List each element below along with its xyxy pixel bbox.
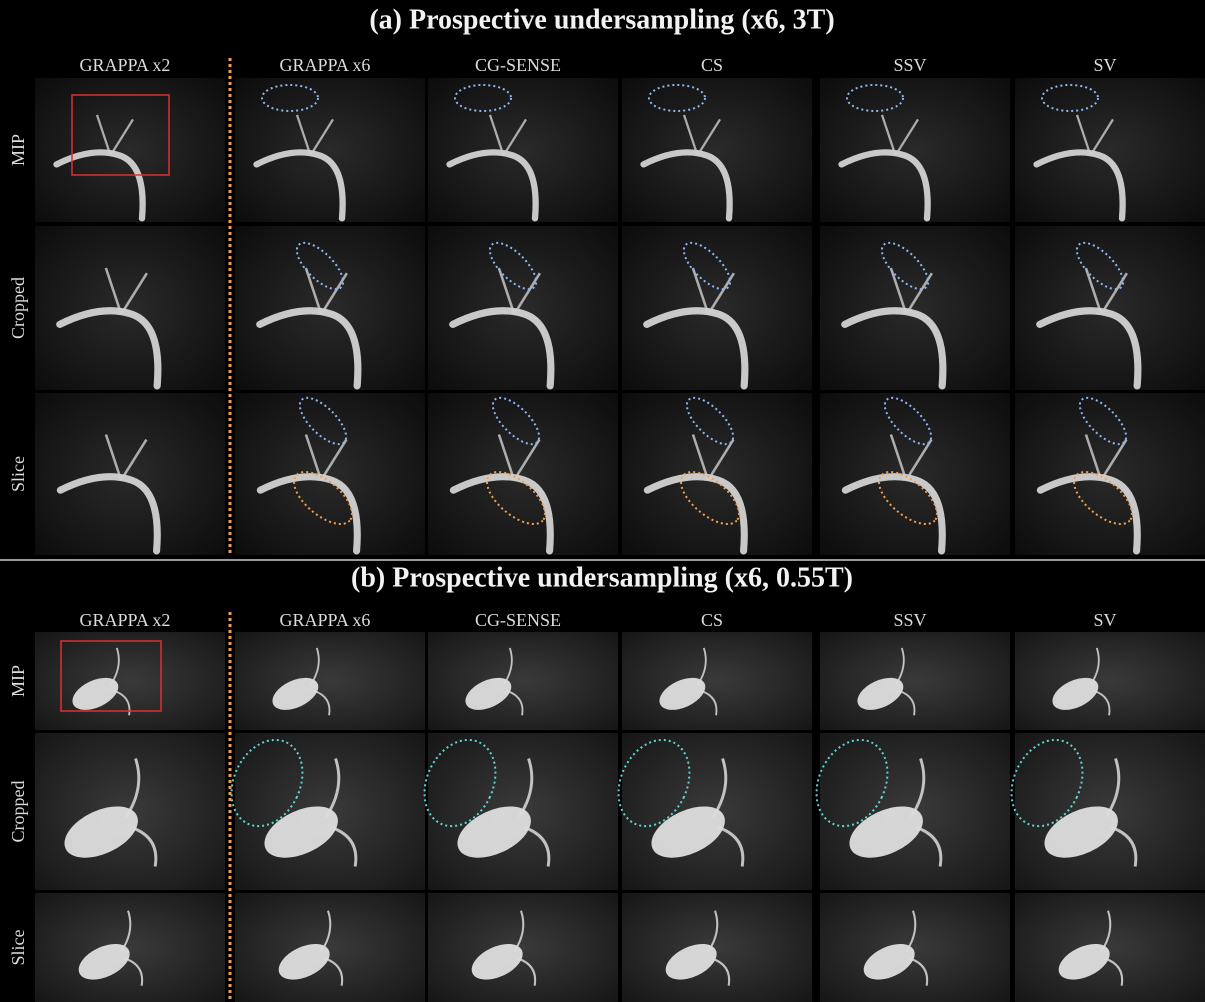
column-header: SSV [893,55,926,75]
content: (a) Prospective undersampling (x6, 3T) GR… [8,4,1205,1002]
image-tile [820,78,1010,222]
image-tile [622,893,812,1002]
image-tile [35,226,225,390]
image-tile [428,226,618,390]
image-tile [428,893,618,1002]
column-header: GRAPPA x2 [80,610,171,630]
column-header: GRAPPA x2 [80,55,171,75]
image-tile [622,632,812,730]
column-header: SV [1093,55,1116,75]
row-label: Slice [8,929,28,965]
image-tile [820,632,1010,730]
image-tile [820,226,1010,390]
image-tile [235,393,425,555]
column-header: GRAPPA x6 [280,610,371,630]
image-tile [428,632,618,730]
row-label: Slice [8,456,28,492]
row-label: MIP [8,665,28,697]
column-header: CS [701,55,723,75]
image-tile [622,393,812,555]
column-header: GRAPPA x6 [280,55,371,75]
column-header: CG-SENSE [475,610,561,630]
image-tile [820,393,1010,555]
column-header: CG-SENSE [475,55,561,75]
panel-title: (b) Prospective undersampling (x6, 0.55T… [351,562,853,593]
image-tile [428,393,618,555]
row-label: Cropped [8,277,28,339]
image-tile [1015,393,1205,555]
image-tile [1015,226,1205,390]
image-tile [235,893,425,1002]
column-header: CS [701,610,723,630]
image-tile [820,893,1010,1002]
row-label: MIP [8,134,28,166]
image-tile [235,226,425,390]
column-header: SSV [893,610,926,630]
image-tile [428,78,618,222]
image-tile [622,226,812,390]
panel-title: (a) Prospective undersampling (x6, 3T) [369,4,834,35]
figure: (a) Prospective undersampling (x6, 3T) GR… [0,0,1205,1002]
column-header: SV [1093,610,1116,630]
image-tile [1015,78,1205,222]
image-tile [1015,893,1205,1002]
image-tile [35,632,225,730]
image-tile [35,78,225,222]
image-tile [235,632,425,730]
image-tile [1015,632,1205,730]
row-label: Cropped [8,781,28,843]
image-tile [235,78,425,222]
image-tile [622,78,812,222]
image-tile [35,893,225,1002]
image-tile [35,393,225,555]
